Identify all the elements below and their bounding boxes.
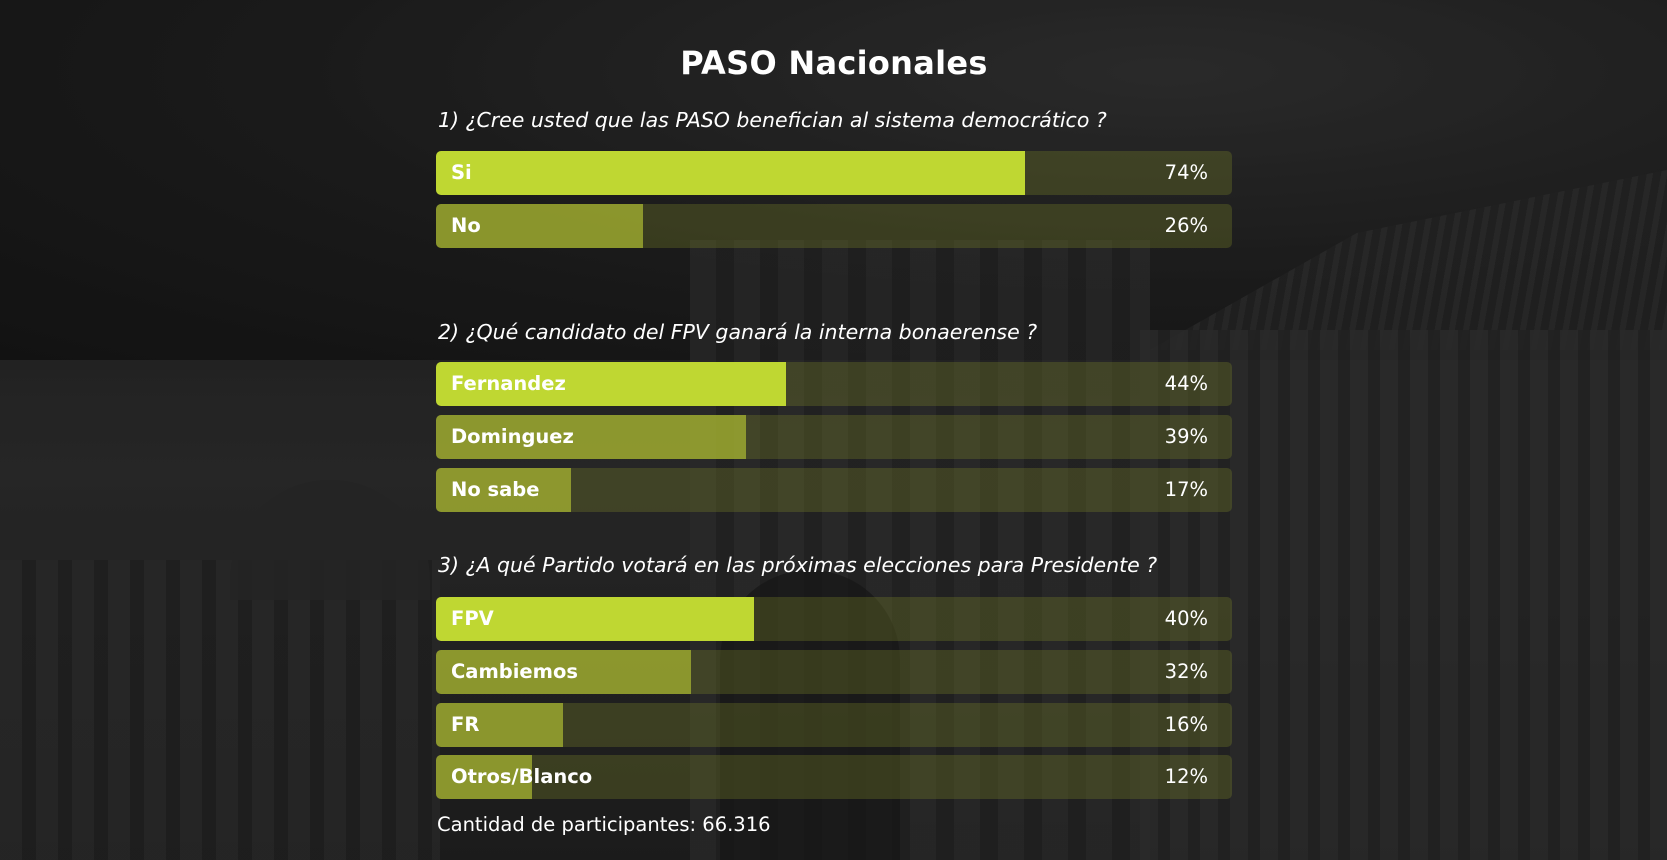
bar-fill <box>436 703 563 747</box>
bar-track: Fernandez 44% <box>436 362 1232 406</box>
bar-fill <box>436 415 746 459</box>
bar-label: FPV <box>451 607 494 630</box>
bar-label: No <box>451 214 481 237</box>
building-left <box>0 560 440 860</box>
participants-count: Cantidad de participantes: 66.316 <box>437 813 771 836</box>
bar-label: No sabe <box>451 478 540 501</box>
bar-value-label: 44% <box>1164 372 1208 395</box>
question-text: 1) ¿Cree usted que las PASO benefician a… <box>438 108 1107 132</box>
bar-label: FR <box>451 713 480 736</box>
bar-fill <box>436 151 1025 195</box>
question-text: 3) ¿A qué Partido votará en las próximas… <box>438 553 1158 577</box>
bar-value-label: 40% <box>1164 607 1208 630</box>
bar-track: Si 74% <box>436 151 1232 195</box>
building-right <box>1140 330 1667 860</box>
participants-label: Cantidad de participantes: <box>437 813 697 836</box>
bar-value-label: 17% <box>1164 478 1208 501</box>
bar-value-label: 26% <box>1164 214 1208 237</box>
bar-label: Si <box>451 161 472 184</box>
bar-track: No sabe 17% <box>436 468 1232 512</box>
bar-fill <box>436 468 571 512</box>
bar-track: No 26% <box>436 204 1232 248</box>
bar-fill <box>436 597 754 641</box>
bar-track: FR 16% <box>436 703 1232 747</box>
question-text: 2) ¿Qué candidato del FPV ganará la inte… <box>438 320 1038 344</box>
bar-value-label: 16% <box>1164 713 1208 736</box>
bar-track: Cambiemos 32% <box>436 650 1232 694</box>
chart-title: PASO Nacionales <box>680 44 988 82</box>
bar-value-label: 32% <box>1164 660 1208 683</box>
participants-value: 66.316 <box>702 813 771 836</box>
bar-value-label: 74% <box>1164 161 1208 184</box>
bar-track: FPV 40% <box>436 597 1232 641</box>
bar-track: Dominguez 39% <box>436 415 1232 459</box>
bar-value-label: 12% <box>1164 765 1208 788</box>
bar-label: Fernandez <box>451 372 566 395</box>
bar-fill <box>436 755 532 799</box>
bar-value-label: 39% <box>1164 425 1208 448</box>
bar-track: Otros/Blanco 12% <box>436 755 1232 799</box>
bar-fill <box>436 650 691 694</box>
bar-label: Dominguez <box>451 425 574 448</box>
bar-fill <box>436 362 786 406</box>
bar-fill <box>436 204 643 248</box>
bar-label: Otros/Blanco <box>451 765 593 788</box>
bar-label: Cambiemos <box>451 660 578 683</box>
